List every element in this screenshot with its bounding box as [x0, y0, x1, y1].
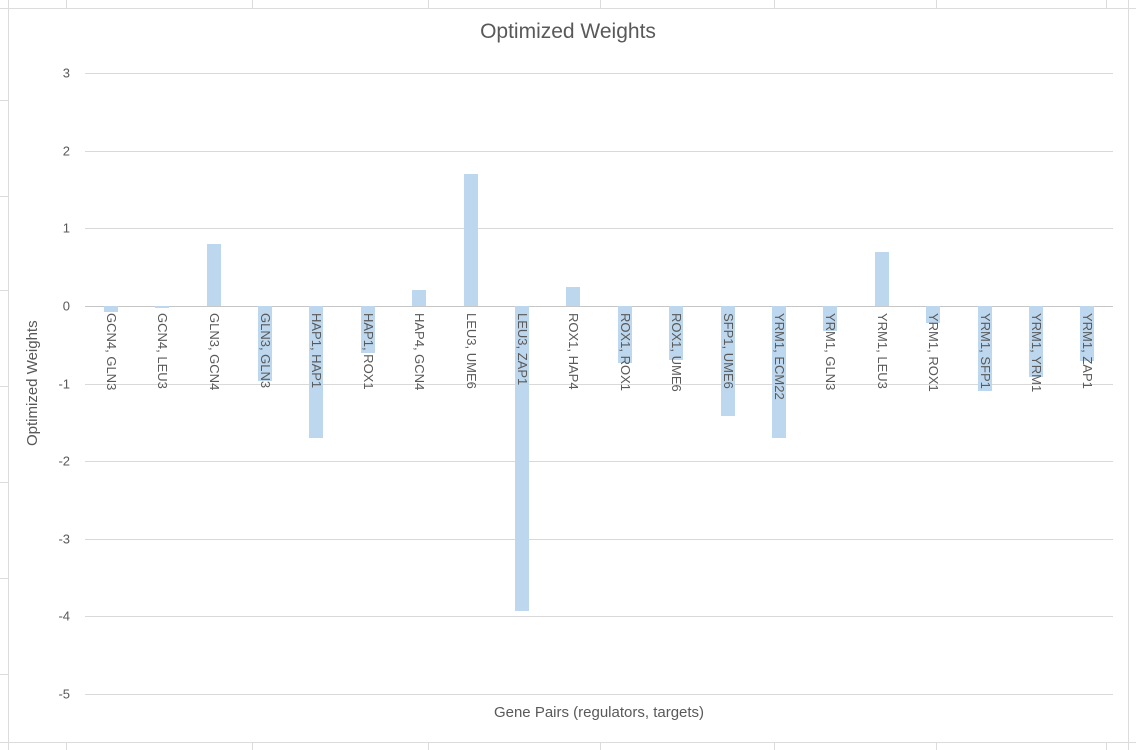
sheet-gridline-bottom	[0, 742, 1136, 743]
sheet-row-stub	[0, 674, 8, 675]
sheet-column-stub	[1106, 742, 1107, 750]
sheet-column-stub	[600, 0, 601, 8]
sheet-row-stub	[0, 578, 8, 579]
sheet-row-stub	[0, 386, 8, 387]
bar-hap1-hap1[interactable]	[309, 306, 323, 438]
sheet-column-stub	[600, 742, 601, 750]
bar-rox1-hap4[interactable]	[566, 287, 580, 306]
x-category-label: LEU3, UME6	[464, 313, 479, 389]
bar-yrm1-leu3[interactable]	[875, 252, 889, 306]
sheet-gridline-top	[0, 8, 1136, 9]
x-category-label: HAP1, ROX1	[361, 313, 376, 390]
sheet-gridline-left	[8, 0, 9, 750]
x-category-label: ROX1, HAP4	[566, 313, 581, 390]
sheet-row-stub	[0, 482, 8, 483]
y-gridline	[85, 228, 1113, 229]
bar-hap4-gcn4[interactable]	[412, 290, 426, 306]
y-tick-label: -4	[58, 608, 70, 624]
sheet-column-stub	[1106, 0, 1107, 8]
y-gridline	[85, 616, 1113, 617]
bar-gcn4-leu3[interactable]	[155, 306, 169, 308]
sheet-column-stub	[428, 0, 429, 8]
y-gridline	[85, 151, 1113, 152]
sheet-column-stub	[252, 742, 253, 750]
bar-gln3-gln3[interactable]	[258, 306, 272, 381]
bar-gln3-gcn4[interactable]	[207, 244, 221, 306]
x-category-label: YRM1, ECM22	[772, 313, 787, 400]
x-category-label: LEU3, ZAP1	[515, 313, 530, 386]
sheet-column-stub	[66, 0, 67, 8]
x-category-label: GLN3, GLN3	[258, 313, 273, 389]
y-gridline	[85, 694, 1113, 695]
sheet-column-stub	[252, 0, 253, 8]
sheet-row-stub	[0, 196, 8, 197]
bar-hap1-rox1[interactable]	[361, 306, 375, 353]
y-tick-label: 3	[62, 65, 70, 81]
x-category-label: YRM1, LEU3	[875, 313, 890, 389]
y-tick-label: -3	[58, 531, 70, 547]
x-category-label: GLN3, GCN4	[207, 313, 222, 391]
bar-yrm1-yrm1[interactable]	[1029, 306, 1043, 377]
y-tick-label: -2	[58, 453, 70, 469]
bar-yrm1-ecm22[interactable]	[772, 306, 786, 438]
bar-rox1-rox1[interactable]	[618, 306, 632, 363]
y-gridline	[85, 539, 1113, 540]
bar-rox1-ume6[interactable]	[669, 306, 683, 360]
bar-yrm1-sfp1[interactable]	[978, 306, 992, 391]
sheet-column-stub	[774, 0, 775, 8]
bar-yrm1-zap1[interactable]	[1080, 306, 1094, 361]
x-category-label: GCN4, LEU3	[155, 313, 170, 389]
y-gridline	[85, 384, 1113, 385]
x-category-label: ROX1, ROX1	[618, 313, 633, 392]
sheet-row-stub	[0, 290, 8, 291]
bar-leu3-ume6[interactable]	[464, 174, 478, 306]
y-tick-label: 0	[62, 298, 70, 314]
x-category-label: YRM1, YRM1	[1029, 313, 1044, 393]
sheet-column-stub	[774, 742, 775, 750]
bar-leu3-zap1[interactable]	[515, 306, 529, 611]
x-category-label: YRM1, SFP1	[978, 313, 993, 389]
x-category-label: HAP1, HAP1	[309, 313, 324, 389]
x-axis-title: Gene Pairs (regulators, targets)	[493, 704, 705, 721]
x-category-label: SFP1, UME6	[721, 313, 736, 389]
bar-yrm1-rox1[interactable]	[926, 306, 940, 323]
chart-title: Optimized Weights	[480, 20, 656, 43]
bar-sfp1-ume6[interactable]	[721, 306, 735, 416]
y-gridline	[85, 73, 1113, 74]
x-category-label: GCN4, GLN3	[104, 313, 119, 391]
x-category-label: YRM1, GLN3	[823, 313, 838, 391]
y-gridline	[85, 461, 1113, 462]
sheet-column-stub	[428, 742, 429, 750]
sheet-column-stub	[936, 0, 937, 8]
x-category-label: YRM1, ROX1	[926, 313, 941, 392]
sheet-column-stub	[936, 742, 937, 750]
y-tick-label: 2	[62, 143, 70, 159]
x-category-label: YRM1, ZAP1	[1080, 313, 1095, 389]
sheet-gridline-right	[1128, 0, 1129, 750]
x-category-label: HAP4, GCN4	[412, 313, 427, 391]
y-tick-label: -1	[58, 376, 70, 392]
bar-gcn4-gln3[interactable]	[104, 306, 118, 312]
sheet-row-stub	[0, 100, 8, 101]
sheet-column-stub	[66, 742, 67, 750]
x-category-label: ROX1, UME6	[669, 313, 684, 392]
x-axis-line	[85, 306, 1113, 307]
y-tick-label: 1	[62, 220, 70, 236]
y-tick-label: -5	[58, 686, 70, 702]
bar-yrm1-gln3[interactable]	[823, 306, 837, 331]
